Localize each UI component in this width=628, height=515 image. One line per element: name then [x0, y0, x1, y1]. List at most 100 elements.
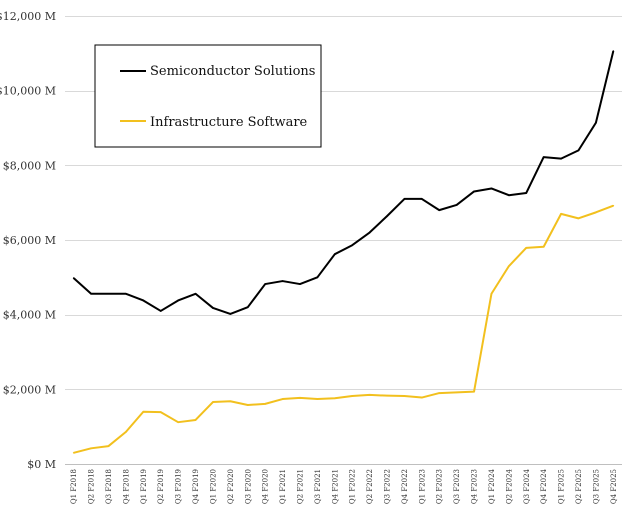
x-tick-label: Q2 F2019 — [157, 469, 165, 504]
data-point — [229, 313, 232, 315]
data-point — [177, 299, 179, 302]
data-point — [299, 397, 301, 399]
data-point — [368, 231, 371, 234]
data-point — [316, 276, 319, 279]
data-point — [542, 156, 545, 158]
y-tick-label: $12,000 M — [0, 10, 56, 23]
x-tick-label: Q2 F2020 — [227, 469, 235, 504]
x-tick-label: Q4 F2024 — [540, 468, 548, 504]
data-point — [90, 447, 92, 450]
data-point — [72, 277, 75, 279]
data-point — [595, 211, 597, 214]
x-tick-label: Q3 F2021 — [314, 469, 322, 504]
y-tick-label: $6,000 M — [3, 234, 56, 247]
data-point — [577, 217, 580, 220]
data-point — [264, 403, 266, 405]
data-point — [542, 245, 545, 248]
x-tick-label: Q1 F2018 — [70, 469, 78, 504]
legend-label-infrastructure: Infrastructure Software — [150, 115, 308, 130]
data-point — [299, 283, 301, 285]
data-point — [455, 391, 458, 394]
x-tick-label: Q3 F2022 — [384, 469, 392, 504]
data-point — [159, 411, 162, 413]
x-tick-label: Q1 F2019 — [140, 469, 148, 504]
data-point — [612, 204, 615, 207]
data-point — [473, 390, 475, 393]
data-point — [125, 292, 127, 295]
data-point — [438, 392, 441, 394]
data-point — [403, 395, 406, 397]
data-point — [508, 194, 510, 196]
data-point — [508, 265, 510, 267]
legend-box — [94, 44, 322, 148]
data-point — [72, 452, 75, 454]
series-lines — [72, 50, 615, 454]
x-axis: Q1 F2018 Q2 F2018 Q3 F2018 Q4 F2018 Q1 F2019… — [70, 468, 618, 504]
legend-label-semiconductor: Semiconductor Solutions — [150, 64, 315, 79]
x-tick-label: Q2 F2025 — [575, 469, 583, 504]
x-tick-label: Q3 F2019 — [175, 469, 183, 504]
data-point — [264, 283, 266, 285]
data-point — [246, 306, 249, 309]
data-point — [90, 292, 92, 295]
legend: Semiconductor Solutions Infrastructure S… — [94, 44, 322, 148]
data-point — [194, 419, 197, 421]
series-line-1 — [73, 204, 614, 454]
x-tick-label: Q3 F2025 — [592, 469, 600, 504]
data-point — [438, 209, 441, 211]
y-axis: $0 M $2,000 M $4,000 M $6,000 M $8,000 M $10,… — [0, 10, 56, 471]
data-point — [351, 395, 354, 397]
data-point — [490, 187, 493, 190]
data-point — [351, 244, 354, 247]
x-tick-label: Q2 F2023 — [436, 469, 444, 504]
x-tick-label: Q4 F2018 — [122, 469, 130, 504]
x-tick-label: Q2 F2018 — [88, 469, 96, 504]
data-point — [595, 121, 597, 124]
data-point — [316, 398, 319, 400]
data-point — [107, 292, 110, 295]
data-point — [368, 394, 371, 396]
data-point — [612, 50, 615, 52]
data-point — [386, 215, 388, 217]
x-tick-label: Q4 F2019 — [192, 469, 200, 504]
data-point — [386, 394, 388, 397]
x-tick-label: Q4 F2022 — [401, 469, 409, 504]
x-tick-label: Q3 F2020 — [244, 469, 252, 504]
x-tick-label: Q1 F2025 — [558, 469, 566, 504]
x-tick-label: Q3 F2018 — [105, 469, 113, 504]
data-point — [455, 204, 458, 206]
data-point — [560, 213, 562, 215]
data-point — [246, 404, 249, 406]
x-tick-label: Q4 F2023 — [471, 469, 479, 504]
x-tick-label: Q4 F2021 — [331, 469, 339, 504]
data-point — [403, 198, 406, 200]
y-tick-label: $0 M — [27, 458, 56, 471]
x-tick-label: Q1 F2021 — [279, 469, 287, 504]
series-line-0 — [73, 50, 615, 315]
y-tick-label: $10,000 M — [0, 85, 56, 98]
data-point — [525, 247, 528, 249]
x-tick-label: Q3 F2024 — [523, 468, 531, 504]
data-point — [212, 307, 214, 309]
data-point — [490, 292, 493, 295]
x-tick-label: Q4 F2025 — [610, 469, 618, 504]
data-point — [281, 280, 284, 282]
data-point — [333, 253, 336, 255]
data-point — [421, 396, 423, 399]
x-tick-label: Q4 F2020 — [262, 469, 270, 504]
data-point — [229, 400, 232, 403]
y-tick-label: $4,000 M — [3, 309, 56, 322]
x-tick-label: Q3 F2023 — [453, 469, 461, 504]
data-point — [212, 401, 214, 403]
x-tick-label: Q2 F2021 — [296, 469, 304, 504]
data-point — [281, 398, 284, 400]
data-point — [142, 299, 145, 302]
data-point — [560, 157, 562, 160]
data-point — [421, 198, 423, 200]
x-tick-label: Q2 F2024 — [505, 468, 513, 504]
y-tick-label: $8,000 M — [3, 159, 56, 172]
data-point — [473, 190, 475, 193]
x-tick-label: Q2 F2022 — [366, 469, 374, 504]
data-point — [159, 310, 162, 312]
data-point — [142, 410, 145, 413]
